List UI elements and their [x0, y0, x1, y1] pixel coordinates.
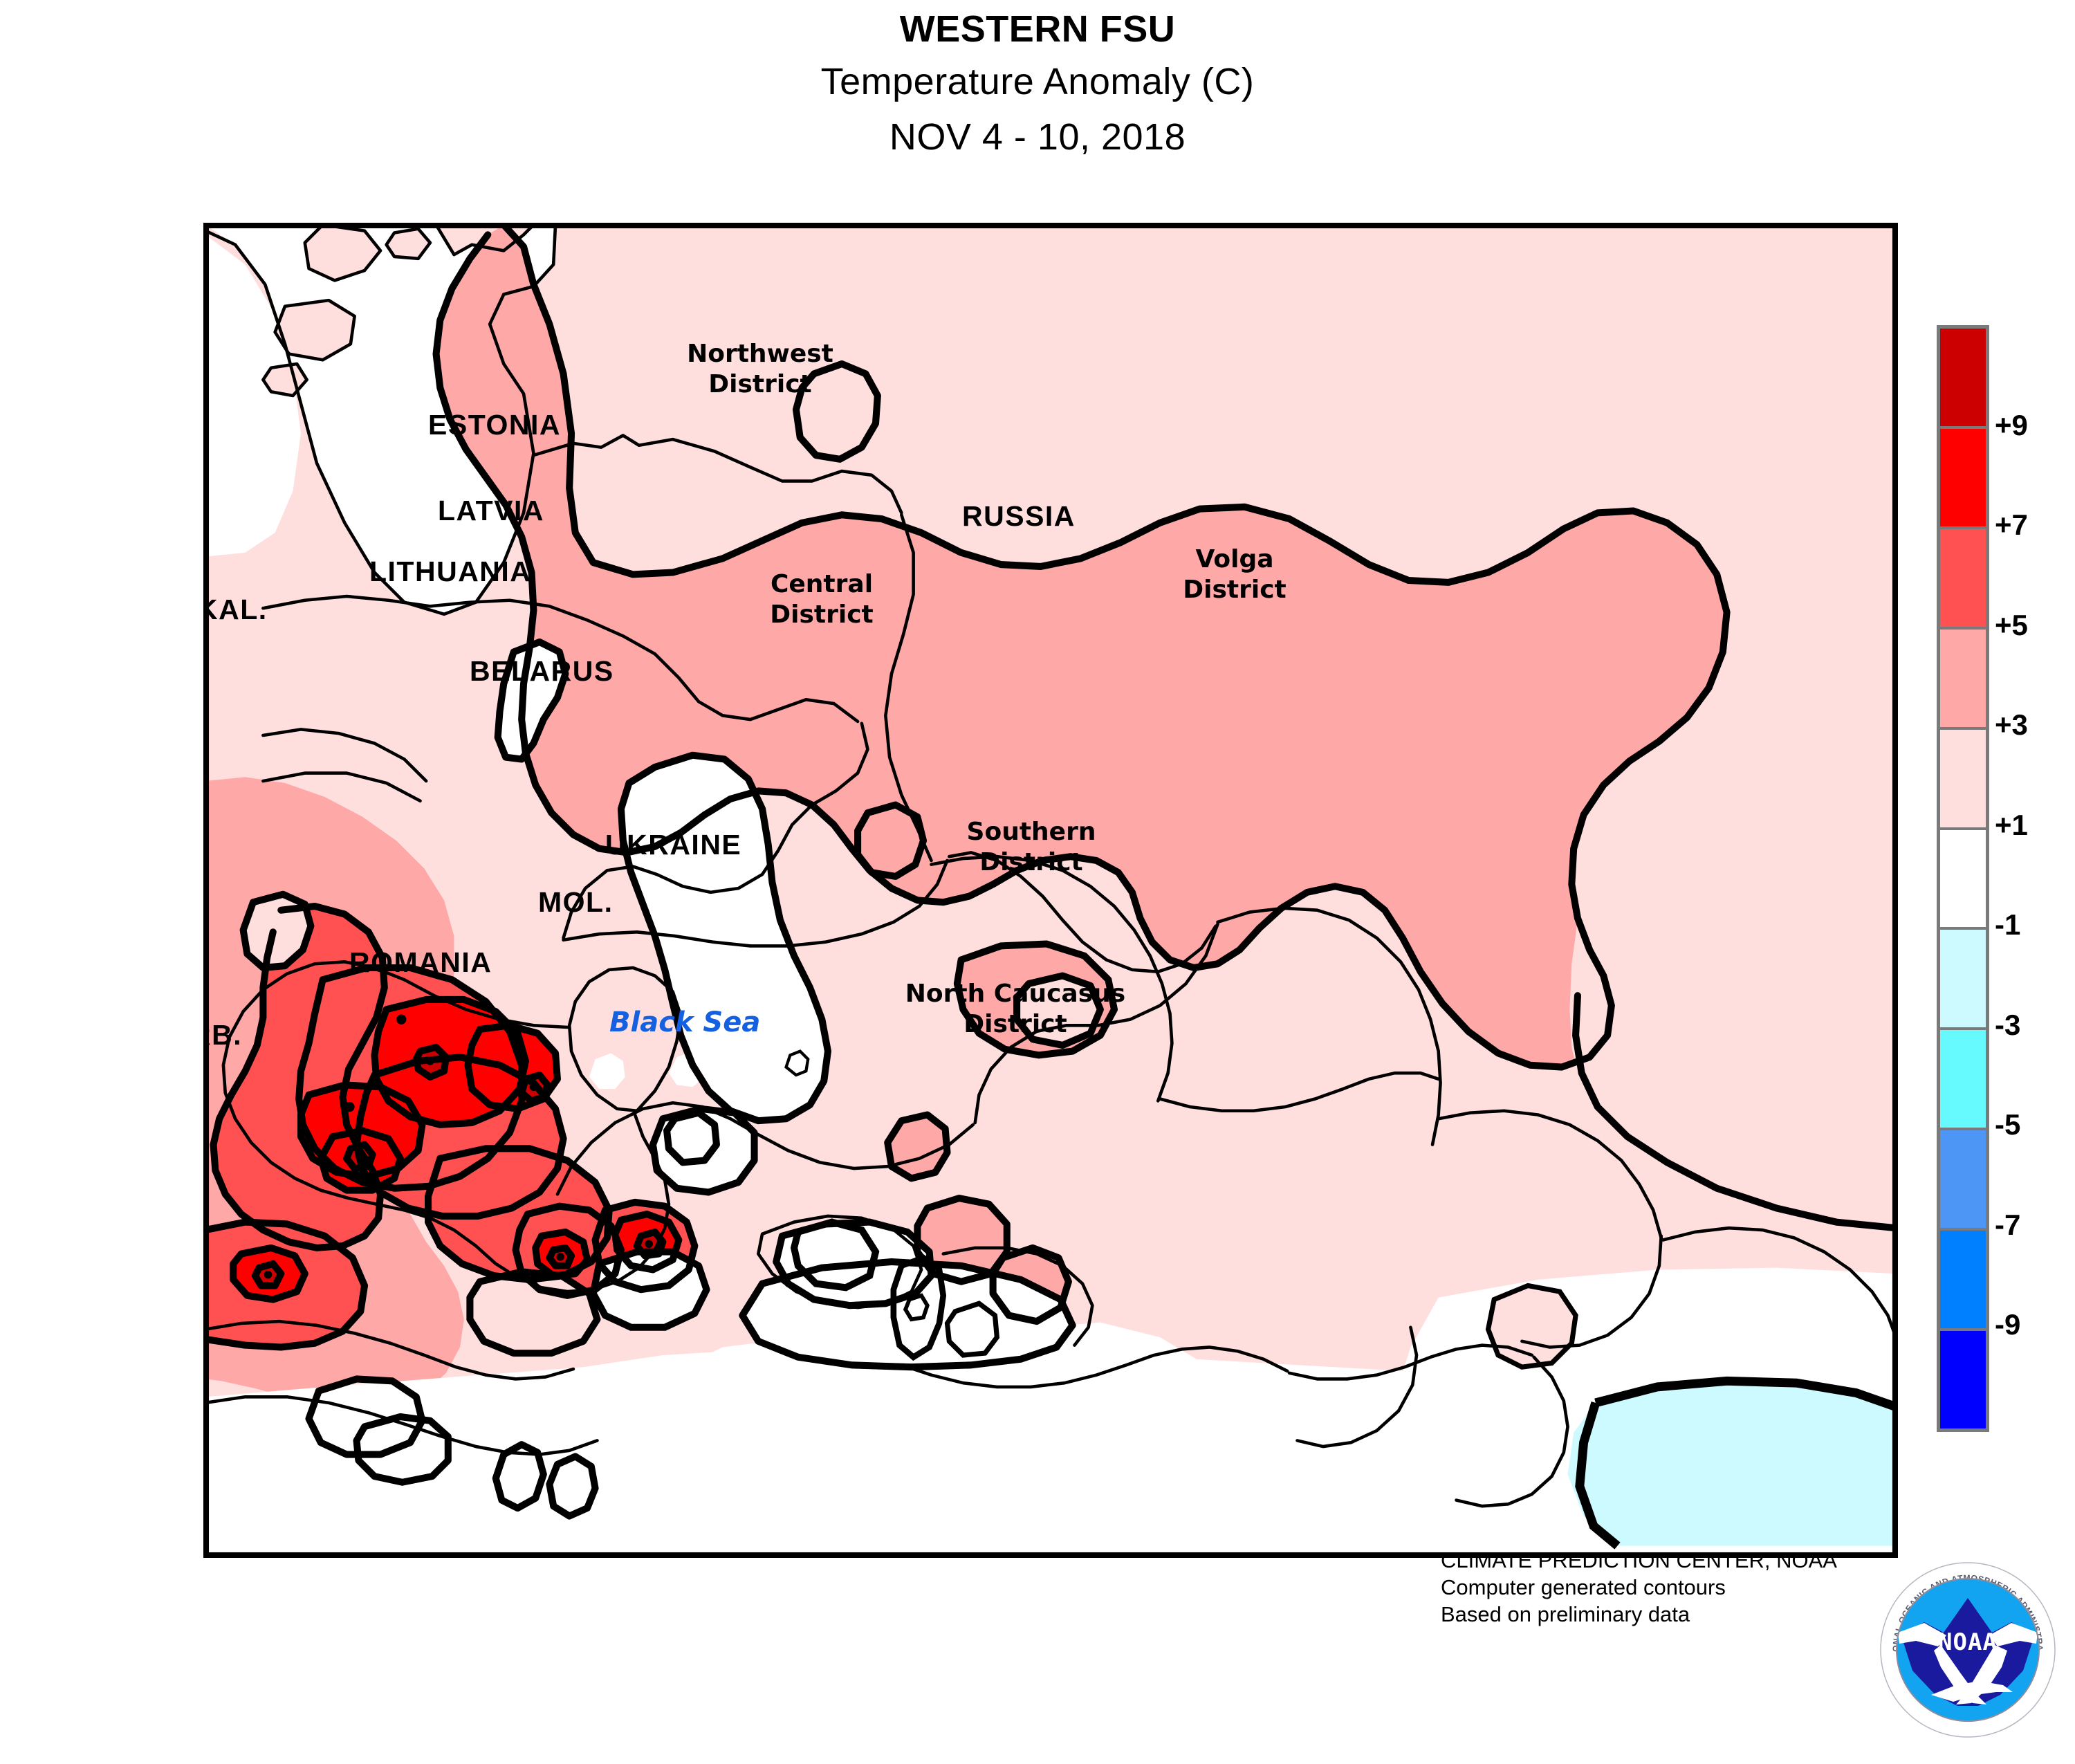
legend-band-0 — [1940, 329, 1986, 429]
legend-band-4 — [1940, 729, 1986, 830]
legend-band-9 — [1940, 1231, 1986, 1332]
legend-tick-labels: +9 +7 +5 +3 +1 -1 -3 -5 -7 -9 — [1995, 325, 2075, 1425]
legend-tick-7: -5 — [1995, 1108, 2021, 1141]
legend-tick-4: +1 — [1995, 808, 2028, 841]
noaa-wing-left — [1898, 1623, 1946, 1646]
legend-band-3 — [1940, 629, 1986, 730]
credit-line-contours: Computer generated contours — [1441, 1575, 1726, 1599]
credit-line-data: Based on preliminary data — [1441, 1602, 1690, 1626]
noaa-beak — [1931, 1681, 2013, 1702]
legend-band-7 — [1940, 1030, 1986, 1131]
noaa-tail-left — [1934, 1645, 1986, 1705]
legend-band-5 — [1940, 829, 1986, 930]
legend-band-1 — [1940, 428, 1986, 529]
title-subtitle-variable: Temperature Anomaly (C) — [820, 61, 1255, 102]
legend-tick-0: +9 — [1995, 408, 2028, 441]
title-block: WESTERN FSU Temperature Anomaly (C) NOV … — [0, 4, 2075, 165]
legend-band-6 — [1940, 930, 1986, 1031]
page-title: WESTERN FSU — [899, 8, 1176, 50]
credit-line-agency: CLIMATE PREDICTION CENTER, NOAA — [1441, 1548, 1837, 1572]
title-subtitle-period: NOV 4 - 10, 2018 — [889, 116, 1186, 158]
legend-tick-9: -9 — [1995, 1308, 2021, 1341]
noaa-bird-body — [1901, 1598, 2035, 1706]
noaa-logo: NATIONAL OCEANIC AND ATMOSPHERIC ADMINIS… — [1874, 1556, 2061, 1743]
noaa-wordmark: NOAA — [1938, 1628, 1998, 1656]
legend-band-10 — [1940, 1331, 1986, 1428]
noaa-emblem: NOAA — [1897, 1579, 2039, 1721]
color-scale-legend: +9 +7 +5 +3 +1 -1 -3 -5 -7 -9 — [1937, 325, 2028, 1432]
legend-tick-6: -3 — [1995, 1008, 2021, 1041]
noaa-wing-right — [1989, 1623, 2038, 1646]
legend-tick-5: -1 — [1995, 908, 2021, 941]
legend-tick-8: -7 — [1995, 1208, 2021, 1241]
legend-band-2 — [1940, 529, 1986, 630]
credits-block: CLIMATE PREDICTION CENTER, NOAA Computer… — [1441, 1547, 1837, 1628]
legend-tick-2: +5 — [1995, 608, 2028, 641]
map-frame: ESTONIA LATVIA LITHUANIA KAL. BELARUS RU… — [203, 223, 1898, 1558]
legend-band-8 — [1940, 1130, 1986, 1231]
legend-tick-3: +3 — [1995, 708, 2028, 742]
legend-colorbar — [1937, 325, 1989, 1432]
legend-tick-1: +7 — [1995, 508, 2028, 542]
anomaly-map — [205, 225, 1896, 1556]
